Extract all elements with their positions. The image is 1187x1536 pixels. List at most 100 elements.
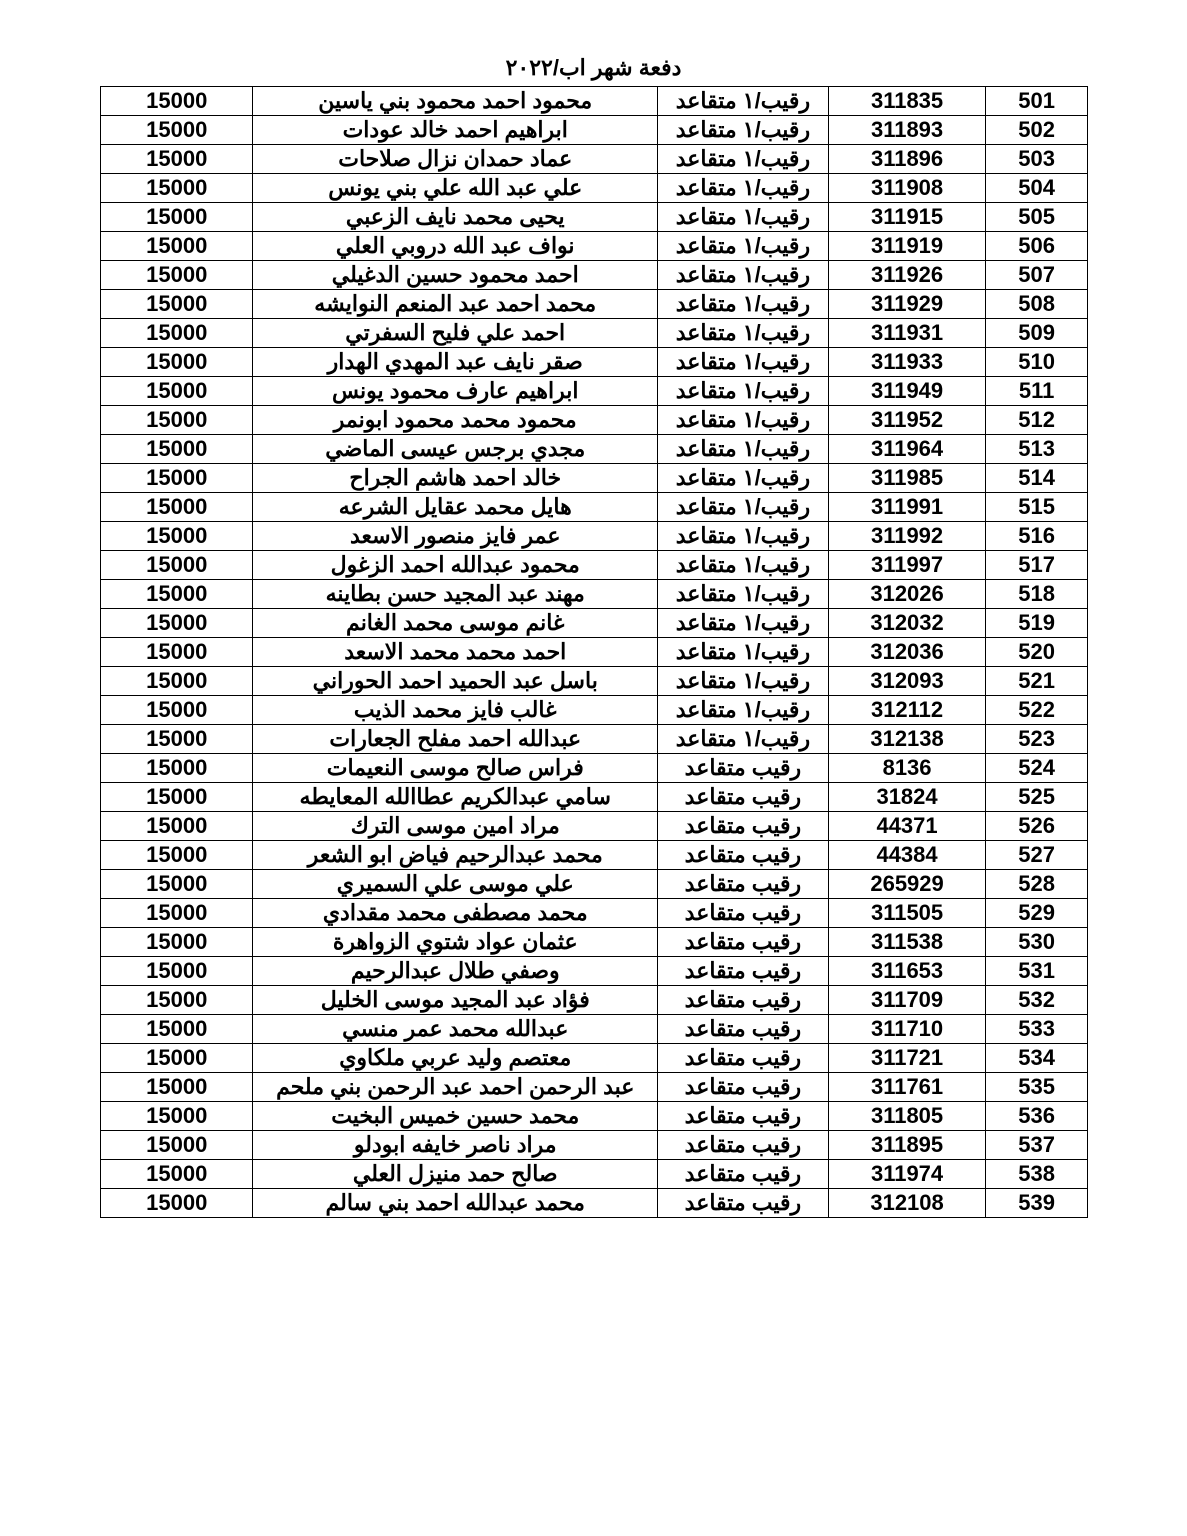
cell-name: فؤاد عبد المجيد موسى الخليل [253,986,658,1015]
cell-amount: 15000 [101,754,253,783]
table-row: 15000خالد احمد هاشم الجراحرقيب/١ متقاعد3… [101,464,1088,493]
cell-amount: 15000 [101,377,253,406]
cell-seq: 506 [986,232,1088,261]
table-row: 15000ابراهيم عارف محمود يونسرقيب/١ متقاع… [101,377,1088,406]
table-row: 15000سامي عبدالكريم عطاالله المعايطهرقيب… [101,783,1088,812]
cell-name: باسل عبد الحميد احمد الحوراني [253,667,658,696]
cell-id: 312032 [828,609,986,638]
cell-amount: 15000 [101,696,253,725]
cell-rank: رقيب/١ متقاعد [658,116,829,145]
cell-seq: 526 [986,812,1088,841]
table-row: 15000محمد حسين خميس البخيترقيب متقاعد311… [101,1102,1088,1131]
cell-rank: رقيب/١ متقاعد [658,377,829,406]
cell-id: 311653 [828,957,986,986]
table-row: 15000مراد ناصر خايفه ابودلورقيب متقاعد31… [101,1131,1088,1160]
cell-name: غانم موسى محمد الغانم [253,609,658,638]
cell-id: 311895 [828,1131,986,1160]
cell-id: 311505 [828,899,986,928]
cell-rank: رقيب/١ متقاعد [658,435,829,464]
cell-rank: رقيب/١ متقاعد [658,203,829,232]
cell-amount: 15000 [101,841,253,870]
cell-seq: 513 [986,435,1088,464]
cell-seq: 520 [986,638,1088,667]
cell-rank: رقيب متقاعد [658,812,829,841]
table-row: 15000مراد امين موسى التركرقيب متقاعد4437… [101,812,1088,841]
cell-name: محمد عبدالرحيم فياض ابو الشعر [253,841,658,870]
cell-id: 311835 [828,87,986,116]
cell-name: خالد احمد هاشم الجراح [253,464,658,493]
cell-id: 311992 [828,522,986,551]
cell-rank: رقيب/١ متقاعد [658,174,829,203]
cell-amount: 15000 [101,870,253,899]
cell-id: 312036 [828,638,986,667]
cell-id: 265929 [828,870,986,899]
cell-amount: 15000 [101,1131,253,1160]
cell-rank: رقيب متقاعد [658,1044,829,1073]
cell-name: وصفي طلال عبدالرحيم [253,957,658,986]
cell-amount: 15000 [101,261,253,290]
table-row: 15000محمود محمد محمود ابونمررقيب/١ متقاع… [101,406,1088,435]
cell-seq: 525 [986,783,1088,812]
cell-rank: رقيب/١ متقاعد [658,232,829,261]
cell-rank: رقيب متقاعد [658,783,829,812]
cell-amount: 15000 [101,145,253,174]
cell-seq: 531 [986,957,1088,986]
table-row: 15000عثمان عواد شتوي الزواهرةرقيب متقاعد… [101,928,1088,957]
table-row: 15000مجدي برجس عيسى الماضيرقيب/١ متقاعد3… [101,435,1088,464]
cell-amount: 15000 [101,464,253,493]
cell-rank: رقيب/١ متقاعد [658,87,829,116]
table-row: 15000محمد عبدالرحيم فياض ابو الشعررقيب م… [101,841,1088,870]
cell-rank: رقيب/١ متقاعد [658,522,829,551]
cell-name: سامي عبدالكريم عطاالله المعايطه [253,783,658,812]
cell-rank: رقيب متقاعد [658,1160,829,1189]
cell-rank: رقيب/١ متقاعد [658,580,829,609]
cell-seq: 527 [986,841,1088,870]
cell-rank: رقيب/١ متقاعد [658,493,829,522]
cell-name: عمر فايز منصور الاسعد [253,522,658,551]
cell-amount: 15000 [101,957,253,986]
page-title: دفعة شهر اب/٢٠٢٢ [0,55,1187,81]
cell-seq: 522 [986,696,1088,725]
cell-name: علي موسى علي السميري [253,870,658,899]
cell-seq: 514 [986,464,1088,493]
cell-name: يحيى محمد نايف الزعبي [253,203,658,232]
cell-amount: 15000 [101,1044,253,1073]
cell-seq: 529 [986,899,1088,928]
table-row: 15000محمود عبدالله احمد الزغولرقيب/١ متق… [101,551,1088,580]
cell-name: محمد احمد عبد المنعم النوايشه [253,290,658,319]
cell-id: 311991 [828,493,986,522]
cell-name: علي عبد الله علي بني يونس [253,174,658,203]
cell-name: محمود محمد محمود ابونمر [253,406,658,435]
table-row: 15000محمد مصطفى محمد مقداديرقيب متقاعد31… [101,899,1088,928]
cell-name: احمد علي فليح السفرتي [253,319,658,348]
cell-rank: رقيب/١ متقاعد [658,261,829,290]
cell-rank: رقيب/١ متقاعد [658,406,829,435]
cell-id: 31824 [828,783,986,812]
table-row: 15000علي موسى علي السميريرقيب متقاعد2659… [101,870,1088,899]
cell-seq: 530 [986,928,1088,957]
cell-seq: 536 [986,1102,1088,1131]
cell-seq: 503 [986,145,1088,174]
cell-seq: 524 [986,754,1088,783]
cell-seq: 518 [986,580,1088,609]
cell-seq: 538 [986,1160,1088,1189]
table-row: 15000ابراهيم احمد خالد عوداترقيب/١ متقاع… [101,116,1088,145]
cell-seq: 509 [986,319,1088,348]
cell-seq: 535 [986,1073,1088,1102]
cell-id: 44371 [828,812,986,841]
cell-seq: 521 [986,667,1088,696]
cell-seq: 504 [986,174,1088,203]
cell-name: محمد عبدالله احمد بني سالم [253,1189,658,1218]
cell-id: 311896 [828,145,986,174]
cell-id: 311538 [828,928,986,957]
cell-name: عماد حمدان نزال صلاحات [253,145,658,174]
cell-name: صقر نايف عبد المهدي الهدار [253,348,658,377]
table-row: 15000عمر فايز منصور الاسعدرقيب/١ متقاعد3… [101,522,1088,551]
cell-seq: 510 [986,348,1088,377]
cell-name: غالب فايز محمد الذيب [253,696,658,725]
cell-seq: 515 [986,493,1088,522]
cell-seq: 534 [986,1044,1088,1073]
cell-rank: رقيب متقاعد [658,928,829,957]
cell-rank: رقيب/١ متقاعد [658,145,829,174]
cell-amount: 15000 [101,609,253,638]
